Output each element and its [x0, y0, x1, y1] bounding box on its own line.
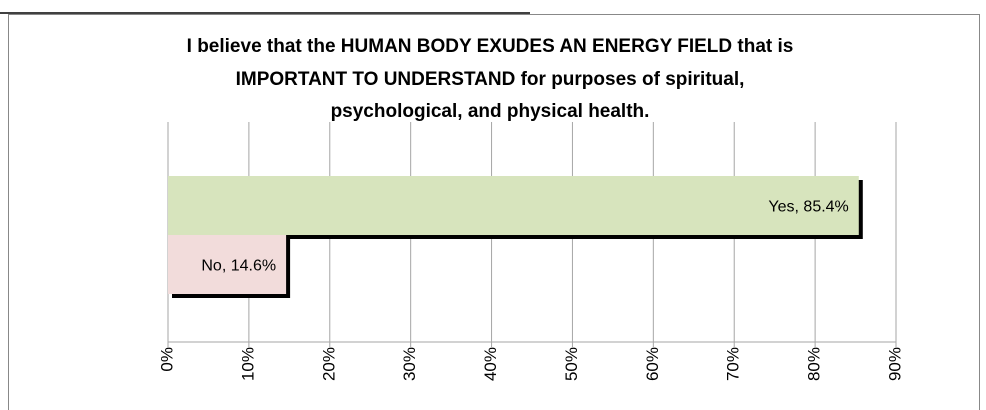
chart-frame — [8, 14, 980, 410]
data-label: No, 14.6% — [201, 258, 276, 275]
bar — [168, 176, 859, 235]
chart-title: psychological, and physical health. — [331, 101, 650, 122]
x-tick-label: 50% — [562, 347, 581, 381]
x-tick-label: 80% — [805, 347, 824, 381]
bar — [168, 235, 287, 294]
chart-title: IMPORTANT TO UNDERSTAND for purposes of … — [236, 69, 745, 90]
x-tick-label: 90% — [885, 347, 904, 381]
x-tick-label: 70% — [724, 347, 743, 381]
x-tick-label: 0% — [157, 347, 176, 372]
data-label: Yes, 85.4% — [768, 199, 848, 216]
x-tick-label: 20% — [319, 347, 338, 381]
chart-title: I believe that the HUMAN BODY EXUDES AN … — [187, 36, 794, 57]
x-tick-label: 60% — [643, 347, 662, 381]
x-tick-label: 40% — [481, 347, 500, 381]
x-tick-label: 10% — [238, 347, 257, 381]
x-tick-label: 30% — [400, 347, 419, 381]
